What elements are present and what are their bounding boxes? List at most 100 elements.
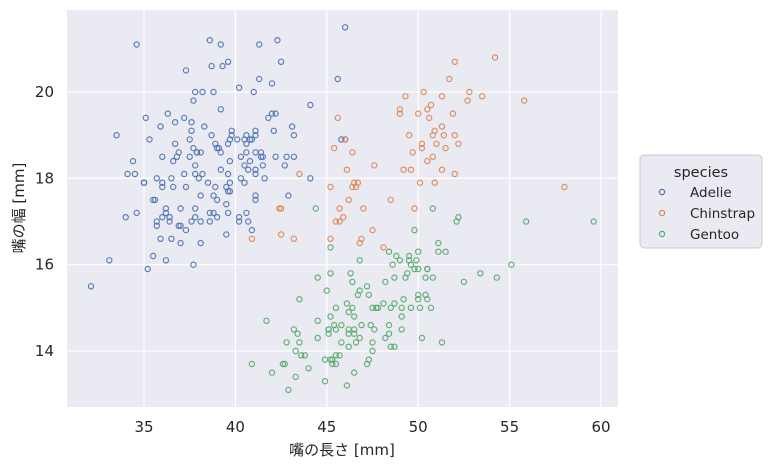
data-point xyxy=(356,334,363,342)
data-point xyxy=(168,175,175,182)
data-point xyxy=(382,278,389,286)
data-point xyxy=(199,170,206,178)
legend-entry-chinstrap: Chinstrap xyxy=(690,206,755,222)
data-point xyxy=(166,213,173,221)
data-point xyxy=(186,136,193,143)
data-point xyxy=(292,373,299,381)
data-point xyxy=(363,283,371,290)
data-point xyxy=(360,205,367,212)
y-axis-label: 嘴の幅 [mm] xyxy=(10,163,28,254)
data-point xyxy=(508,261,515,268)
data-point xyxy=(358,321,365,329)
x-tick-label: 55 xyxy=(500,418,519,436)
data-point xyxy=(157,123,164,130)
data-point xyxy=(169,157,177,165)
data-point xyxy=(455,213,462,221)
data-point xyxy=(440,131,447,139)
data-point xyxy=(398,304,405,311)
data-point xyxy=(521,97,528,104)
series-adelie xyxy=(87,24,349,290)
data-point xyxy=(252,170,259,178)
data-point xyxy=(349,278,356,286)
data-point xyxy=(281,360,288,368)
data-point xyxy=(212,183,219,191)
data-point xyxy=(153,222,160,229)
data-point xyxy=(296,339,303,346)
data-point xyxy=(199,88,206,96)
data-point xyxy=(290,153,298,160)
data-point xyxy=(369,226,376,234)
data-point xyxy=(420,88,427,96)
data-point xyxy=(305,365,312,372)
data-point xyxy=(226,188,234,195)
data-point xyxy=(398,313,405,320)
data-point xyxy=(455,140,462,147)
data-point xyxy=(314,317,321,324)
data-point xyxy=(153,175,160,182)
legend-entry-adelie: Adelie xyxy=(690,185,732,201)
data-point xyxy=(402,93,409,100)
data-point xyxy=(186,153,193,160)
data-point xyxy=(371,162,378,169)
data-point xyxy=(252,127,259,134)
data-point xyxy=(182,226,190,234)
data-point xyxy=(451,131,458,139)
data-point xyxy=(190,144,197,152)
data-point xyxy=(387,304,394,311)
data-point xyxy=(169,183,177,191)
data-points xyxy=(87,24,597,394)
data-point xyxy=(193,149,201,156)
data-point xyxy=(277,58,285,66)
data-point xyxy=(246,157,254,165)
data-point xyxy=(418,140,426,147)
data-point xyxy=(411,226,418,234)
data-point xyxy=(228,131,235,139)
data-point xyxy=(307,175,314,182)
x-tick-label: 50 xyxy=(409,418,428,436)
data-point xyxy=(327,183,334,191)
data-point xyxy=(391,274,398,281)
data-point xyxy=(171,118,179,126)
data-point xyxy=(398,326,405,333)
data-point xyxy=(345,196,352,204)
x-tick-label: 40 xyxy=(226,418,245,436)
data-point xyxy=(166,218,173,225)
data-point xyxy=(424,157,431,165)
data-point xyxy=(477,270,484,277)
series-chinstrap xyxy=(248,54,568,251)
data-point xyxy=(336,205,343,212)
data-point xyxy=(382,334,389,342)
data-point xyxy=(235,218,243,225)
data-point xyxy=(272,153,279,160)
data-point xyxy=(190,261,197,268)
data-point xyxy=(195,175,202,182)
data-point xyxy=(341,24,349,31)
data-point xyxy=(252,149,259,156)
data-point xyxy=(226,179,234,186)
data-point xyxy=(330,144,338,152)
data-point xyxy=(343,166,351,173)
data-point xyxy=(369,347,376,355)
data-point xyxy=(340,213,347,221)
data-point xyxy=(389,261,396,268)
x-axis-label: 嘴の長さ [mm] xyxy=(289,441,395,459)
data-point xyxy=(446,75,453,83)
data-point xyxy=(133,209,140,217)
data-point xyxy=(279,360,287,368)
data-point xyxy=(391,343,398,350)
data-point xyxy=(219,62,226,70)
data-point xyxy=(427,304,435,311)
data-point xyxy=(332,326,340,333)
data-point xyxy=(159,183,166,191)
data-point xyxy=(426,114,433,122)
data-point xyxy=(285,192,292,199)
data-point xyxy=(243,149,250,156)
data-point xyxy=(191,170,199,178)
data-point xyxy=(438,93,446,100)
data-point xyxy=(396,106,404,113)
data-point xyxy=(418,334,426,342)
x-axis-ticks: 35 40 45 50 55 60 xyxy=(134,418,610,436)
data-point xyxy=(449,110,457,117)
data-point xyxy=(133,41,140,48)
data-point xyxy=(151,196,159,204)
